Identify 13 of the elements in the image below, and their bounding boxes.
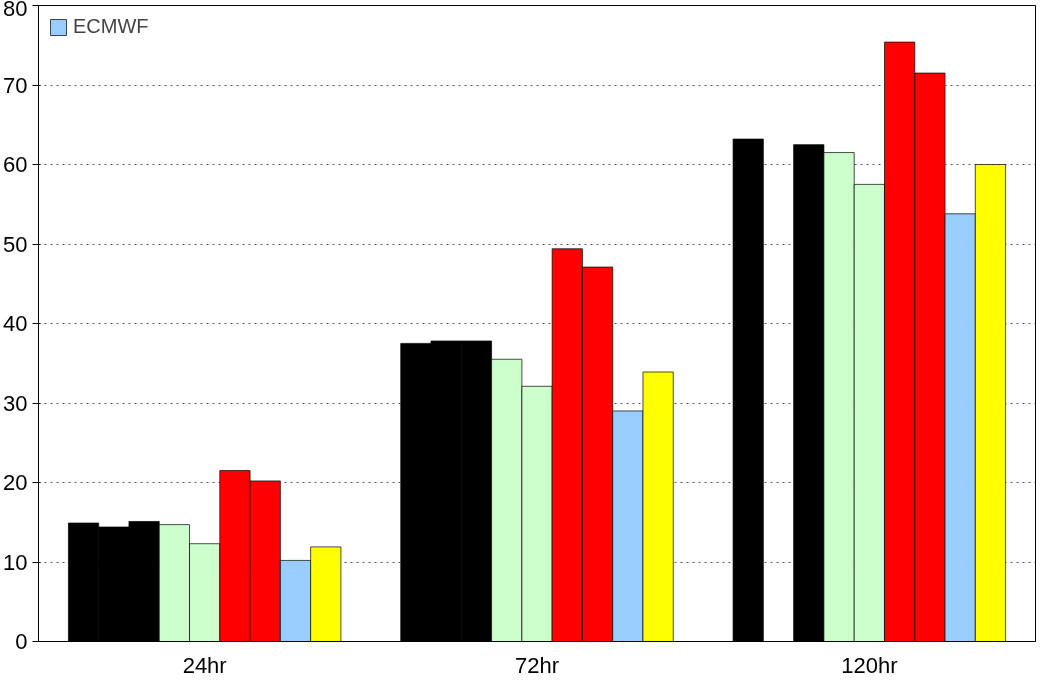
y-tick-label: 0 xyxy=(15,629,28,654)
x-tick-label: 120hr xyxy=(841,652,898,678)
legend-label: ECMWF xyxy=(73,15,149,38)
y-tick-label: 50 xyxy=(3,231,28,257)
y-tick-label: 40 xyxy=(3,311,28,336)
x-tick-label: 72hr xyxy=(514,652,560,678)
y-tick-label: 30 xyxy=(3,390,28,416)
x-tick-label: 24hr xyxy=(182,652,227,678)
y-tick-label: 20 xyxy=(3,470,28,495)
y-tick-label: 80 xyxy=(3,0,28,21)
y-tick-label: 70 xyxy=(3,72,28,98)
y-tick-label: 10 xyxy=(3,549,28,575)
y-tick-label: 60 xyxy=(3,152,28,177)
